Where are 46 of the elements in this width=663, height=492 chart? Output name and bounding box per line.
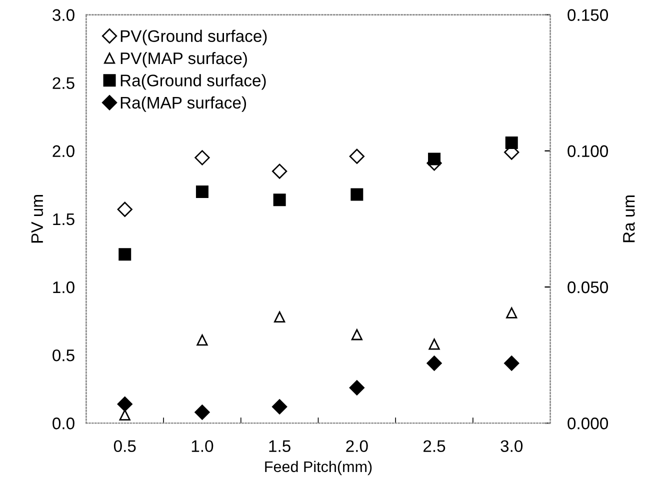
point: [119, 409, 130, 421]
point: [194, 404, 210, 420]
point: [272, 399, 288, 414]
x-tick-label: 3.0: [500, 440, 523, 452]
point: [273, 194, 286, 206]
legend-label: PV(Ground surface): [120, 30, 267, 46]
legend-label: PV(MAP surface): [120, 52, 247, 68]
point: [272, 164, 288, 179]
y-tick-label: 2.5: [52, 77, 74, 90]
point: [350, 188, 364, 201]
y-tick-label: 2.0: [52, 145, 74, 158]
y2-tick-label: 0.150: [568, 9, 608, 21]
point: [117, 202, 132, 217]
point: [351, 329, 362, 340]
point: [118, 248, 132, 261]
x-tick-label: 1.0: [192, 440, 214, 452]
y2-tick-label: 0.100: [568, 145, 608, 158]
legend-label: Ra(MAP surface): [120, 96, 246, 112]
y-tick-label: 1.5: [53, 214, 74, 226]
point: [194, 150, 210, 166]
y2-tick-label: 0.000: [568, 418, 608, 430]
point: [504, 356, 520, 371]
point: [196, 334, 208, 346]
legend-label: Ra(Ground surface): [120, 74, 266, 90]
point: [117, 396, 132, 412]
point: [349, 380, 364, 396]
y-tick-label: 0.0: [52, 418, 74, 430]
y-tick-label: 1.0: [53, 281, 74, 294]
point: [428, 152, 441, 166]
y-axis-title: PV um: [31, 195, 44, 243]
point: [426, 356, 442, 371]
point: [349, 148, 364, 164]
x-tick-label: 1.5: [269, 440, 290, 452]
y-tick-label: 3.0: [52, 9, 74, 21]
point: [274, 311, 286, 322]
y-tick-label: 0.5: [52, 349, 74, 362]
x-tick-label: 0.5: [114, 440, 136, 452]
x-tick-label: 2.0: [346, 440, 368, 452]
point: [506, 307, 518, 318]
point: [196, 185, 208, 198]
x-axis-title: Feed Pitch(mm): [265, 460, 372, 476]
y2-axis-title: Ra um: [623, 195, 635, 242]
y2-tick-label: 0.050: [568, 281, 608, 294]
x-tick-label: 2.5: [424, 440, 446, 452]
point: [428, 338, 440, 350]
point: [505, 136, 518, 149]
